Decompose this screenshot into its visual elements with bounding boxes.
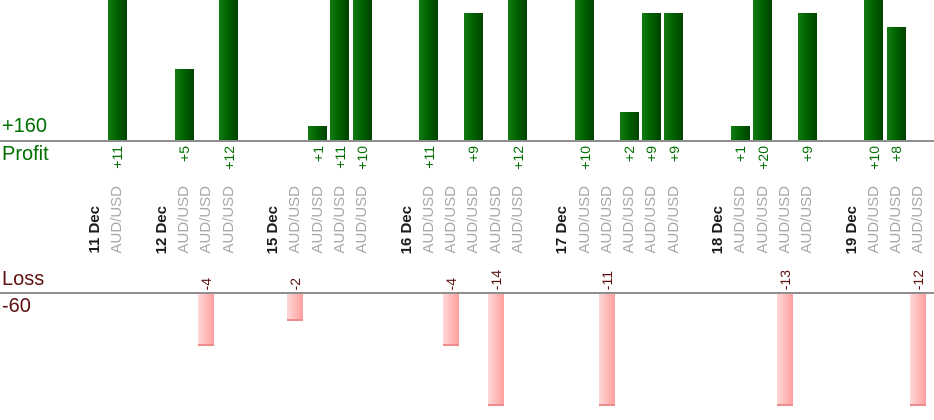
profit-bar [797,13,817,140]
loss-bar [487,294,504,406]
profit-bar [619,112,639,140]
trade-instrument-label: AUD/USD [798,186,816,254]
date-label: 19 Dec [842,205,860,254]
profit-bar [641,13,661,140]
profit-bar [308,126,328,140]
trade-loss-value-label: -13 [776,269,793,290]
profit-bar [508,0,528,140]
loss-bar [198,294,215,346]
trade-profit-value-label: +9 [643,146,660,162]
trade-profit-value-label: +1 [732,146,749,162]
trade-instrument-label: AUD/USD [887,186,905,254]
profit-axis-line [0,140,934,142]
loss-bar [287,294,304,321]
trade-loss-value-label: -4 [443,277,460,290]
trade-instrument-label: AUD/USD [286,186,304,254]
loss-axis-line [0,292,934,294]
trade-instrument-label: AUD/USD [353,186,371,254]
trade-instrument-label: AUD/USD [731,186,749,254]
trade-profit-value-label: +5 [176,146,193,162]
trade-loss-value-label: -4 [198,277,215,290]
profit-bar [419,0,439,140]
trade-profit-value-label: +12 [220,146,237,170]
trade-instrument-label: AUD/USD [108,186,126,254]
date-label: 15 Dec [264,205,282,254]
trade-instrument-label: AUD/USD [175,186,193,254]
profit-bar [174,69,194,140]
trade-instrument-label: AUD/USD [219,186,237,254]
trade-profit-value-label: +20 [754,146,771,170]
trade-instrument-label: AUD/USD [575,186,593,254]
loss-axis-title: Loss [2,268,45,290]
trade-instrument-label: AUD/USD [864,186,882,254]
trade-instrument-label: AUD/USD [642,186,660,254]
trade-profit-value-label: +10 [576,146,593,170]
trade-loss-value-label: -2 [287,277,304,290]
trade-loss-value-label: -11 [598,270,615,290]
trade-profit-value-label: +11 [331,146,348,169]
profit-bar [730,126,750,140]
trade-instrument-label: AUD/USD [620,186,638,254]
trade-loss-value-label: -14 [487,269,504,290]
trade-profit-value-label: +1 [309,146,326,162]
trade-instrument-label: AUD/USD [464,186,482,254]
trade-instrument-label: AUD/USD [442,186,460,254]
profit-bar [352,0,372,140]
trade-profit-value-label: +12 [509,146,526,170]
profit-bar [864,0,884,140]
trade-instrument-label: AUD/USD [508,186,526,254]
loss-bar [443,294,460,346]
profit-bar [219,0,239,140]
trade-profit-value-label: +9 [799,146,816,162]
profit-bar [575,0,595,140]
date-label: 11 Dec [86,206,104,254]
loss-bars-area [0,294,934,406]
profit-axis-title: Profit [2,143,49,165]
trade-instrument-label: AUD/USD [664,186,682,254]
profit-total-label: +160 [2,115,48,137]
trade-profit-value-label: +10 [865,146,882,170]
trade-instrument-label: AUD/USD [330,186,348,254]
date-label: 18 Dec [709,205,727,254]
trade-instrument-label: AUD/USD [419,186,437,254]
profit-bar [107,0,127,140]
trade-profit-value-label: +11 [420,146,437,169]
trade-instrument-label: AUD/USD [197,186,215,254]
profit-bars-area [0,0,934,140]
loss-bar [776,294,793,406]
profit-bar [753,0,773,140]
trade-instrument-label: AUD/USD [909,186,927,254]
profit-bar [463,13,483,140]
trade-profit-value-label: +9 [665,146,682,162]
loss-bar [910,294,927,406]
loss-total-label: -60 [2,295,31,317]
trade-profit-value-label: +10 [354,146,371,170]
date-label: 12 Dec [152,205,170,254]
profit-bar [330,0,350,140]
trade-loss-value-label: -12 [910,269,927,290]
trade-profit-value-label: +9 [465,146,482,162]
date-label: 16 Dec [397,205,415,254]
profit-bar [664,13,684,140]
trade-instrument-label: AUD/USD [308,186,326,254]
trade-instrument-label: AUD/USD [486,186,504,254]
trade-instrument-label: AUD/USD [775,186,793,254]
trade-instrument-label: AUD/USD [753,186,771,254]
trade-profit-value-label: +11 [109,146,126,169]
trade-profit-value-label: +2 [621,146,638,162]
date-label: 17 Dec [553,205,571,254]
trade-profit-value-label: +8 [888,146,905,162]
profit-bar [886,27,906,140]
trade-instrument-label: AUD/USD [597,186,615,254]
loss-bar [598,294,615,406]
